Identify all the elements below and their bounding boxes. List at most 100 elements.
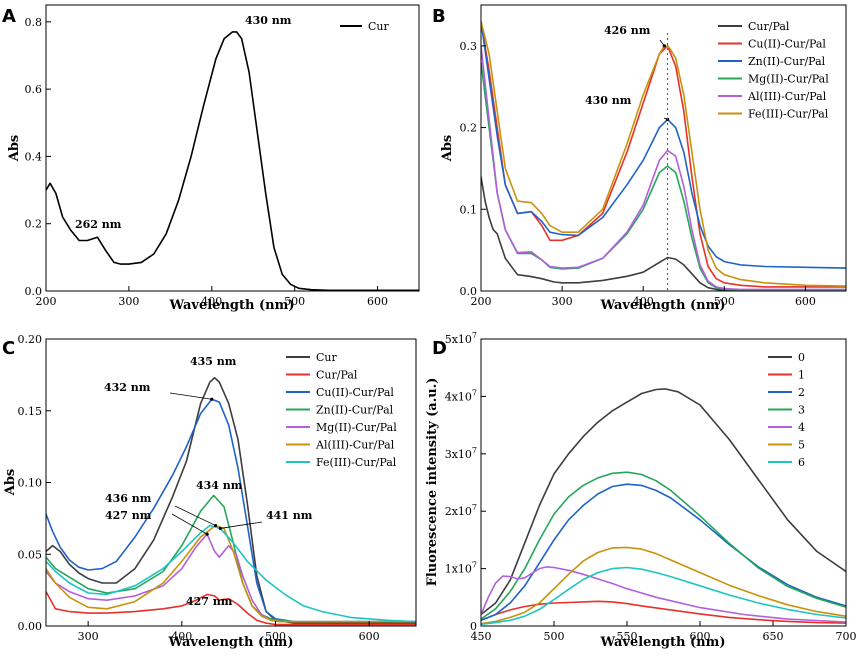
legend-label: 4 (798, 421, 805, 434)
y-tick-label: 0.1 (460, 203, 478, 216)
x-tick-label: 200 (36, 295, 57, 308)
x-tick-label: 700 (836, 630, 857, 643)
series-line-mg-ii-cur-pal (481, 62, 846, 291)
x-tick-label: 500 (265, 630, 286, 643)
y-tick-exponent: 7 (472, 446, 477, 455)
peak-annotation: 426 nm (604, 24, 651, 37)
y-tick-label: 0.2 (460, 122, 478, 135)
y-tick-exponent: 7 (472, 331, 477, 340)
y-axis-label: Abs (440, 135, 455, 163)
peak-annotation: 435 nm (190, 355, 237, 368)
y-tick-base: 3x10 (445, 448, 472, 461)
legend-label: Zn(II)-Cur/Pal (316, 404, 394, 417)
legend-label: Al(III)-Cur/Pal (315, 439, 395, 452)
panel-letter: B (432, 6, 446, 27)
annotation-arrowhead (213, 523, 218, 528)
x-tick-label: 300 (552, 295, 573, 308)
series-line-0 (481, 388, 846, 616)
legend-label: Cur/Pal (748, 20, 790, 33)
legend-label: Cur/Pal (316, 369, 358, 382)
y-axis-label: Fluorescence intensity (a.u.) (425, 378, 440, 587)
legend-label: Cur (368, 20, 390, 33)
legend-label: Cur (316, 351, 338, 364)
x-tick-label: 400 (633, 295, 654, 308)
peak-annotation: 436 nm (105, 492, 152, 505)
plot-frame (45, 4, 420, 292)
y-tick-label: 0.3 (460, 40, 478, 53)
peak-annotation: 434 nm (196, 479, 243, 492)
x-axis-label: Wavelength (nm) (600, 298, 726, 313)
legend-label: 1 (798, 369, 805, 382)
y-tick-exponent: 7 (472, 388, 477, 397)
annotation-arrowhead (218, 526, 222, 531)
y-tick-exponent: 7 (472, 503, 477, 512)
y-tick-label: 3x107 (445, 446, 477, 461)
x-tick-label: 500 (714, 295, 735, 308)
panel-letter: D (432, 338, 447, 359)
annotation-arrow (169, 392, 212, 400)
series-line-3 (481, 471, 846, 620)
panel-a: 200 300 400 500 600 0.0 0.2 0.4 0.6 0.8 Wavelength… (2, 4, 420, 313)
legend-label: 5 (798, 439, 805, 452)
annotation-arrow (220, 521, 263, 529)
x-tick-label: 500 (544, 630, 565, 643)
x-tick-label: 600 (795, 295, 816, 308)
y-axis-label: Abs (7, 135, 22, 163)
series-line-cur-pal (481, 176, 846, 291)
y-tick-base: 1x10 (445, 563, 472, 576)
series-line-cur (46, 31, 419, 291)
annotation-arrowhead (662, 44, 666, 48)
plot-frame (480, 338, 847, 627)
peak-annotation: 427 nm (105, 509, 152, 522)
panel-d: 450 500 550 600 650 70001x1072x1073x1074x1075… (425, 331, 857, 650)
peak-annotation: 432 nm (104, 381, 151, 394)
x-tick-label: 450 (471, 630, 492, 643)
y-tick-base: 2x10 (445, 505, 472, 518)
x-tick-label: 600 (359, 630, 380, 643)
x-axis-label: Wavelength (nm) (168, 635, 294, 650)
annotation-arrowhead (210, 397, 214, 401)
legend-label: 2 (798, 386, 805, 399)
panel-letter: A (2, 6, 16, 27)
legend-label: Zn(II)-Cur/Pal (748, 55, 826, 68)
panel-b: 200 300 400 500 600 0.0 0.1 0.2 0.3 Wavelength (n… (432, 4, 847, 313)
x-tick-label: 650 (763, 630, 784, 643)
legend-label: Cu(II)-Cur/Pal (316, 386, 394, 399)
x-tick-label: 400 (201, 295, 222, 308)
plot-frame (480, 4, 847, 292)
series-line-fe-iii-cur-pal (481, 21, 846, 287)
y-tick-label: 2x107 (445, 503, 477, 518)
annotation-arrowhead (205, 532, 209, 536)
annotation-arrow (174, 505, 216, 526)
legend-label: 3 (798, 404, 805, 417)
series-line-zn-ii-cur-pal (481, 21, 846, 269)
x-tick-label: 500 (284, 295, 305, 308)
y-tick-base: 5x10 (445, 333, 472, 346)
y-tick-label: 5x107 (445, 331, 477, 346)
y-tick-base: 4x10 (445, 390, 472, 403)
annotation-arrow (171, 513, 208, 535)
x-tick-label: 400 (171, 630, 192, 643)
y-tick-label: 0.15 (18, 405, 43, 418)
y-tick-label: 0.20 (18, 333, 43, 346)
series-line-al-iii-cur-pal (46, 524, 416, 623)
legend-label: Fe(III)-Cur/Pal (316, 456, 397, 469)
series-line-cur-pal (46, 591, 416, 626)
x-axis-label: Wavelength (nm) (169, 298, 295, 313)
series-line-1 (481, 600, 846, 624)
y-tick-base: 0 (470, 620, 477, 633)
peak-annotation: 430 nm (245, 14, 292, 27)
y-tick-label: 0.0 (25, 285, 43, 298)
x-tick-label: 600 (690, 630, 711, 643)
y-tick-label: 0.0 (460, 285, 478, 298)
x-tick-label: 550 (617, 630, 638, 643)
y-tick-label: 0 (470, 620, 477, 633)
legend-label: 0 (798, 351, 805, 364)
y-axis-label: Abs (3, 469, 18, 497)
x-axis-label: Wavelength (nm) (600, 635, 726, 650)
legend-label: Mg(II)-Cur/Pal (748, 73, 829, 86)
peak-annotation: 262 nm (75, 218, 122, 231)
series-line-2 (481, 483, 846, 622)
peak-annotation: 427 nm (186, 595, 233, 608)
